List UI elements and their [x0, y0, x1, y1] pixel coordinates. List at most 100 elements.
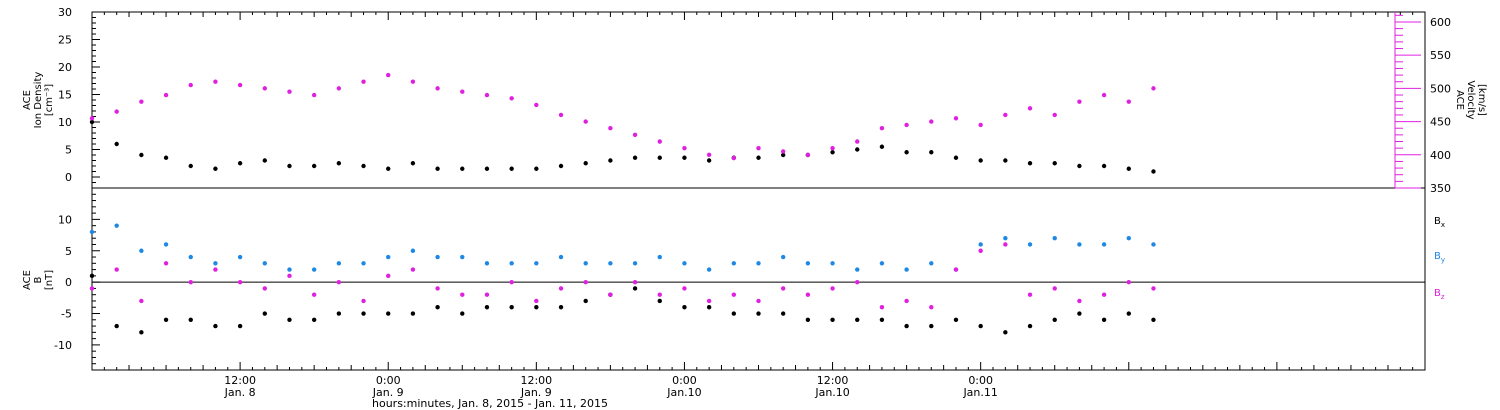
data-point	[163, 317, 169, 322]
data-point	[657, 139, 662, 144]
y-tick-label: 30	[58, 6, 72, 19]
data-point	[608, 126, 613, 131]
data-point	[953, 267, 959, 272]
data-point	[632, 132, 638, 138]
data-point	[1052, 317, 1057, 322]
data-point	[706, 267, 712, 272]
data-point	[386, 311, 391, 316]
legend-entry-subscript: z	[1441, 293, 1445, 301]
data-point	[929, 323, 934, 329]
data-point	[904, 323, 909, 329]
data-point	[879, 317, 885, 322]
data-point	[386, 72, 391, 78]
data-point	[361, 261, 366, 266]
data-point	[1101, 163, 1107, 169]
data-point	[262, 261, 267, 266]
data-point	[114, 223, 119, 228]
data-point	[855, 267, 860, 272]
data-point	[237, 254, 243, 260]
data-point	[805, 317, 811, 322]
data-point	[435, 254, 440, 260]
data-point	[1151, 242, 1156, 247]
data-point	[1101, 317, 1107, 322]
y-axis-title-line: ACE	[22, 90, 33, 110]
y-tick-label: -5	[61, 308, 72, 321]
data-point	[336, 261, 342, 266]
legend-entry-subscript: y	[1441, 256, 1445, 264]
data-point	[731, 261, 737, 266]
y-axis-title-line: ACE	[22, 270, 33, 290]
data-point	[756, 155, 761, 160]
y-tick-label: 0	[65, 276, 72, 289]
data-point	[1077, 242, 1082, 247]
data-point	[805, 261, 811, 266]
data-point	[460, 89, 465, 94]
data-point	[953, 116, 959, 121]
data-point	[855, 279, 860, 285]
data-point	[929, 261, 934, 266]
data-point	[1126, 311, 1131, 316]
y-tick-label: 25	[58, 34, 72, 47]
data-point	[534, 102, 539, 108]
x-tick-label: 12:00	[817, 374, 849, 387]
x-axis-label: hours:minutes, Jan. 8, 2015 - Jan. 11, 2…	[372, 397, 608, 410]
data-point	[89, 119, 95, 125]
data-point	[558, 112, 564, 118]
data-point	[756, 298, 761, 304]
data-point	[460, 292, 465, 297]
data-point	[139, 248, 144, 253]
data-point	[1151, 86, 1156, 91]
data-point	[237, 82, 243, 88]
data-point	[583, 298, 588, 304]
data-point	[361, 298, 366, 304]
data-point	[262, 311, 267, 316]
data-point	[978, 242, 983, 247]
data-point	[1052, 161, 1057, 166]
data-point	[139, 152, 144, 158]
data-point	[188, 317, 193, 322]
data-point	[509, 166, 514, 171]
y2-tick-label: 450	[1430, 116, 1451, 129]
data-point	[336, 311, 342, 316]
data-point	[435, 86, 440, 91]
legend-entry: By	[1434, 251, 1445, 264]
legend-entry-symbol: B	[1434, 216, 1441, 227]
data-point	[534, 305, 539, 310]
y-tick-label: -10	[54, 339, 72, 352]
y-axis-title-line: [cm⁻³]	[44, 84, 55, 116]
data-point	[89, 273, 95, 279]
data-point	[435, 286, 440, 291]
data-point	[805, 152, 811, 157]
data-point	[879, 144, 885, 149]
data-point	[1027, 292, 1033, 297]
data-point	[287, 317, 292, 322]
legend-entry-subscript: x	[1441, 221, 1445, 229]
data-point	[929, 119, 934, 124]
data-point	[978, 122, 983, 128]
data-point	[534, 298, 539, 304]
data-point	[657, 155, 662, 160]
data-point	[1052, 236, 1057, 241]
data-point	[780, 149, 786, 154]
data-point	[460, 311, 465, 316]
data-point	[978, 158, 983, 163]
data-point	[608, 292, 613, 297]
y2-tick-label: 550	[1430, 49, 1451, 62]
x-tick-label: 12:00	[224, 374, 256, 387]
x-tick-label-date: Jan.10	[814, 386, 849, 399]
data-point	[1101, 92, 1107, 98]
data-point	[855, 139, 860, 144]
data-point	[978, 248, 983, 253]
data-point	[311, 163, 317, 169]
data-point	[805, 292, 811, 297]
data-point	[879, 305, 885, 310]
top-panel-frame	[91, 11, 1426, 189]
data-point	[89, 286, 95, 291]
data-point	[830, 317, 835, 322]
data-point	[361, 311, 366, 316]
y-tick-label: 0	[65, 171, 72, 184]
data-point	[534, 166, 539, 171]
data-point	[706, 298, 712, 304]
data-point	[484, 92, 490, 98]
data-point	[830, 150, 835, 155]
